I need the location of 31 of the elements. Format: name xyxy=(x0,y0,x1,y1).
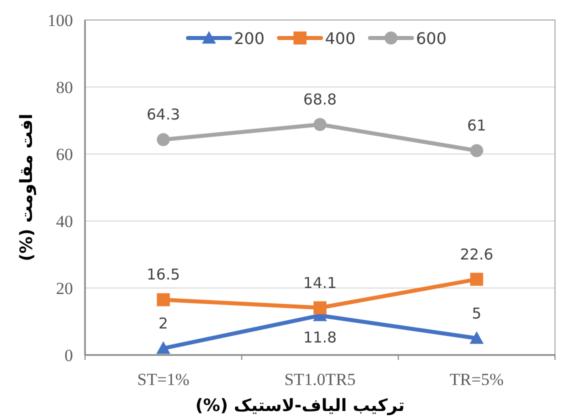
y-tick-label: 60 xyxy=(56,145,73,164)
y-tick-label: 20 xyxy=(56,279,73,298)
y-tick-label: 80 xyxy=(56,78,73,97)
y-tick-label: 0 xyxy=(64,346,73,365)
x-tick-label: TR=5% xyxy=(450,370,504,389)
point xyxy=(470,272,484,286)
y-tick-label: 40 xyxy=(56,212,73,231)
data-label: 64.3 xyxy=(146,106,180,124)
x-axis-title: ترکیب الیاف-لاستیک (%) xyxy=(195,396,405,416)
y-axis-title: افت مقاومت (%) xyxy=(17,114,37,262)
point xyxy=(470,144,484,158)
point xyxy=(156,133,170,146)
legend-label: 600 xyxy=(416,29,447,48)
data-label: 2 xyxy=(158,314,168,332)
y-tick-label: 100 xyxy=(48,11,73,30)
data-label: 5 xyxy=(472,304,482,322)
data-label: 61 xyxy=(467,116,486,135)
data-label: 16.5 xyxy=(146,266,180,284)
data-label: 14.1 xyxy=(303,274,337,292)
x-tick-label: ST=1% xyxy=(137,370,190,389)
point xyxy=(156,341,170,354)
legend-label: 400 xyxy=(325,29,356,48)
data-label: 68.8 xyxy=(303,90,337,109)
point xyxy=(156,293,170,306)
point xyxy=(314,301,326,314)
x-tick-label: ST1.0TR5 xyxy=(284,370,356,389)
point xyxy=(470,331,484,344)
data-label: 11.8 xyxy=(303,328,337,346)
data-label: 22.6 xyxy=(460,245,494,264)
point xyxy=(314,118,326,132)
legend-label: 200 xyxy=(234,29,265,48)
